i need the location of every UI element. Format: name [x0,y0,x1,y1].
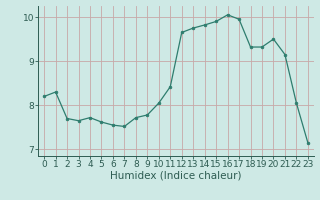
X-axis label: Humidex (Indice chaleur): Humidex (Indice chaleur) [110,171,242,181]
